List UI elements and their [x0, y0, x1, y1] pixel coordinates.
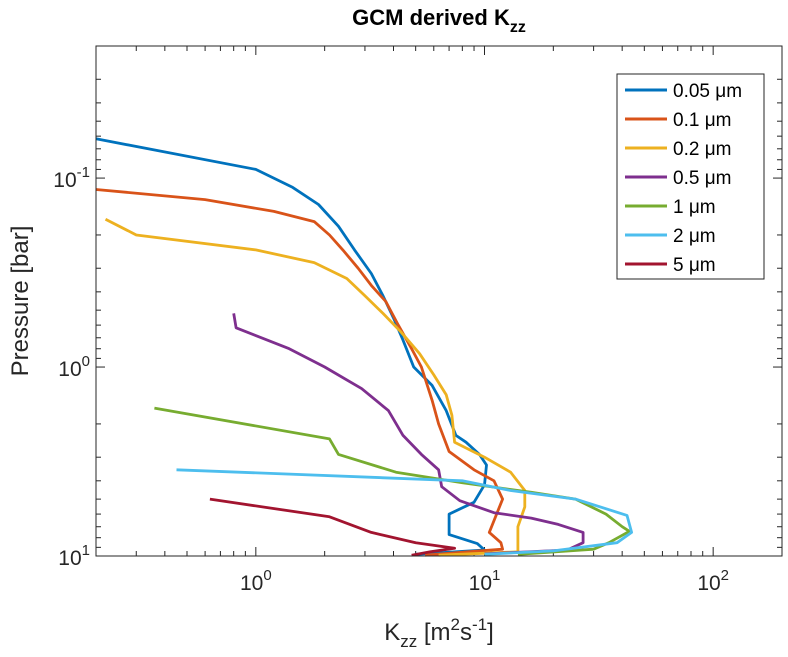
- x-tick-label: 101: [469, 567, 501, 595]
- x-axis-label-main: K: [384, 619, 400, 646]
- x-axis-label-sup2: -1: [472, 615, 487, 634]
- y-tick-label-base: 10: [53, 169, 76, 192]
- x-tick-label-exponent: 0: [263, 567, 271, 584]
- series-line-6: [209, 497, 457, 557]
- y-tick-label-exponent: 1: [82, 542, 90, 559]
- y-tick-label-exponent: 0: [82, 353, 90, 370]
- chart-title: GCM derived Kzz: [352, 5, 526, 36]
- x-tick-label-base: 10: [240, 572, 263, 595]
- x-axis-label-subscript: zz: [400, 632, 417, 651]
- legend-label-6: 5 μm: [673, 255, 716, 276]
- y-tick-label: 100: [58, 353, 90, 381]
- x-tick-label-exponent: 1: [492, 567, 500, 584]
- chart-title-subscript: zz: [510, 19, 526, 36]
- legend-label-5: 2 μm: [673, 226, 716, 247]
- x-axis-label: Kzz [m2s-1]: [384, 615, 494, 651]
- series-line-2: [104, 217, 527, 557]
- x-tick-label-base: 10: [697, 572, 720, 595]
- x-tick-label: 100: [240, 567, 272, 595]
- legend: 0.05 μm 0.1 μm 0.2 μm 0.5 μm 1 μm 2 μm 5 μm: [616, 73, 765, 280]
- series-line-5: [176, 468, 633, 556]
- legend-label-1: 0.1 μm: [673, 110, 731, 131]
- x-tick-label: 102: [697, 567, 729, 595]
- y-tick-label-exponent: -1: [77, 164, 90, 181]
- series-line-0: [95, 137, 488, 556]
- series-line-1: [95, 188, 505, 557]
- y-tick-label-base: 10: [58, 547, 81, 570]
- y-tick-label: 10-1: [53, 164, 90, 192]
- y-axis-label: Pressure [bar]: [7, 226, 34, 377]
- legend-label-2: 0.2 μm: [673, 139, 731, 160]
- x-tick-label-exponent: 2: [721, 567, 729, 584]
- legend-label-0: 0.05 μm: [673, 81, 742, 102]
- x-axis-label-end: ]: [487, 619, 494, 646]
- legend-label-4: 1 μm: [673, 197, 716, 218]
- y-tick-label-base: 10: [58, 358, 81, 381]
- x-axis-label-units: [m: [417, 619, 450, 646]
- x-tick-label-base: 10: [469, 572, 492, 595]
- series-layer: [95, 137, 633, 557]
- x-axis-label-sup1: 2: [451, 615, 460, 634]
- x-axis-label-mid: s: [460, 619, 472, 646]
- legend-label-3: 0.5 μm: [673, 168, 731, 189]
- y-tick-label: 101: [58, 542, 90, 570]
- chart-title-main: GCM derived K: [352, 5, 510, 30]
- plot-frame: [95, 45, 783, 557]
